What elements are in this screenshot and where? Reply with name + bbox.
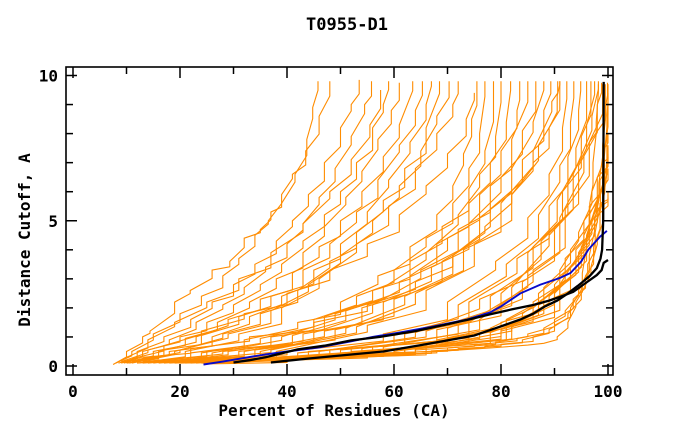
model-orange-29: [179, 81, 592, 363]
model-orange-08: [126, 81, 423, 363]
model-orange-34: [196, 84, 606, 364]
model-orange-16: [147, 81, 502, 364]
axes-frame: [65, 66, 614, 376]
model-orange-41: [204, 84, 599, 365]
model-orange-24: [169, 81, 561, 364]
chart-title: T0955-D1: [306, 15, 388, 35]
model-orange-11: [131, 81, 450, 363]
model-orange-31: [190, 81, 599, 363]
model-orange-45: [142, 81, 561, 358]
y-axis-label: Distance Cutoff, A: [15, 153, 34, 327]
tick-labels: 0 20 40 60 80 100 0 5 10: [39, 67, 623, 402]
model-orange-02: [115, 81, 331, 364]
model-orange-14: [142, 81, 486, 364]
model-black-lower: [270, 81, 605, 364]
x-tick-label-0: 0: [68, 382, 78, 401]
x-axis-label: Percent of Residues (CA): [218, 401, 449, 420]
model-orange-04: [121, 81, 373, 364]
model-orange-15: [142, 81, 495, 363]
model-curves: [112, 79, 609, 366]
x-tick-label-60: 60: [384, 382, 403, 401]
model-orange-12: [137, 81, 459, 364]
model-orange-25: [169, 81, 568, 363]
model-orange-10: [131, 81, 441, 364]
model-orange-21: [158, 81, 545, 363]
model-orange-33: [196, 84, 604, 363]
x-tick-label-100: 100: [594, 382, 623, 401]
model-orange-03: [118, 79, 360, 364]
model-orange-01: [112, 81, 319, 365]
x-tick-label-40: 40: [277, 382, 296, 401]
y-tick-label-10: 10: [39, 67, 58, 86]
model-orange-23: [163, 81, 559, 363]
model-orange-46: [131, 92, 475, 360]
model-orange-20: [158, 81, 537, 364]
x-tick-label-80: 80: [491, 382, 510, 401]
model-orange-05: [121, 81, 390, 363]
y-tick-label-0: 0: [48, 357, 58, 376]
y-tick-label-5: 5: [48, 212, 58, 231]
x-tick-label-20: 20: [170, 382, 189, 401]
model-orange-06: [123, 82, 400, 364]
model-orange-53: [212, 156, 609, 362]
model-orange-13: [137, 81, 478, 364]
model-black-upper: [233, 259, 609, 364]
model-orange-47: [126, 90, 382, 358]
model-orange-07: [126, 81, 414, 364]
